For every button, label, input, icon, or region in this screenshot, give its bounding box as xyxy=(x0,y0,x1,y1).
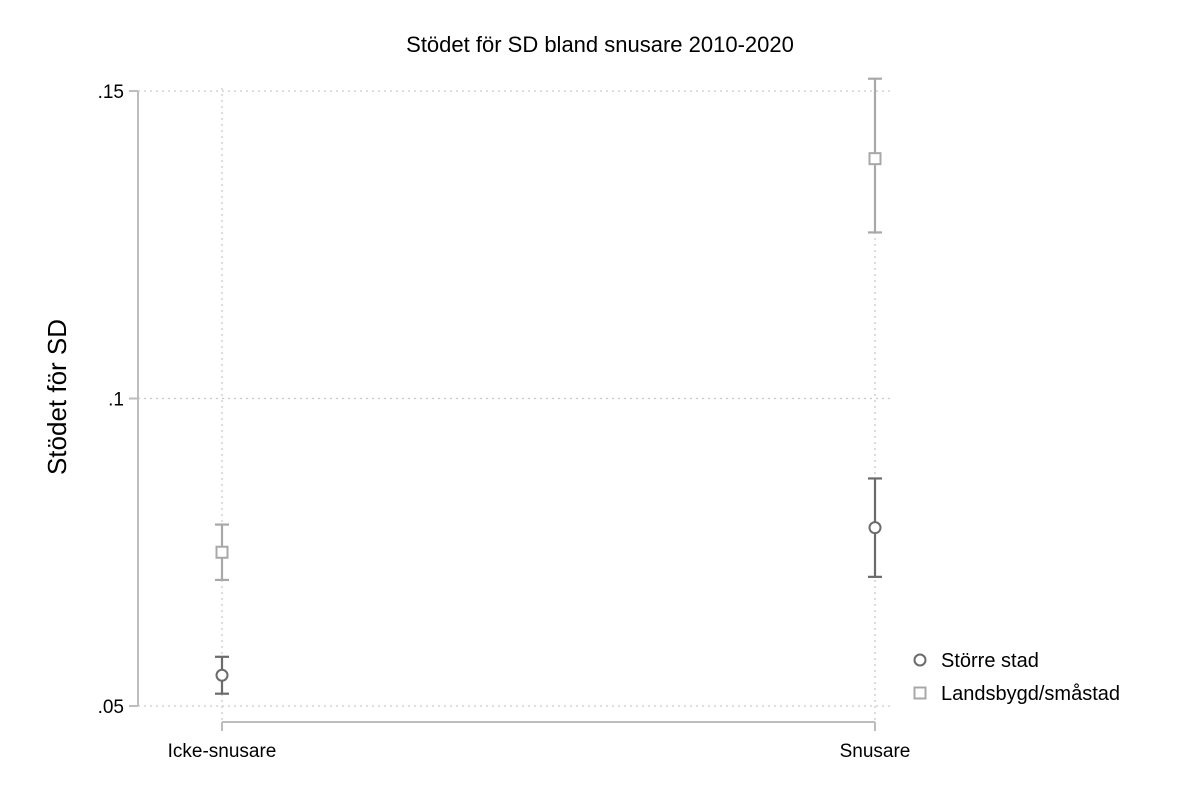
data-point xyxy=(868,521,882,535)
data-point xyxy=(215,545,229,559)
legend-marker xyxy=(913,686,927,700)
axes-layer: .05 .1 .15 Icke-snusare Snusare xyxy=(98,82,911,762)
legend-label: Landsbygd/småstad xyxy=(941,683,1120,705)
marks-layer xyxy=(215,77,882,695)
grid-layer xyxy=(138,88,890,722)
data-point xyxy=(868,152,882,166)
legend-marker xyxy=(913,653,927,667)
chart-title: Stödet för SD bland snusare 2010-2020 xyxy=(406,32,794,57)
y-axis-label: Stödet för SD xyxy=(42,319,72,475)
legend: Större stad Landsbygd/småstad xyxy=(913,650,1120,705)
data-point xyxy=(215,668,229,682)
y-tick-label: .1 xyxy=(108,390,124,411)
legend-label: Större stad xyxy=(941,650,1039,672)
y-tick-label: .15 xyxy=(98,82,124,103)
x-tick-label: Icke-snusare xyxy=(168,741,277,762)
x-tick-label: Snusare xyxy=(840,741,911,762)
y-tick-label: .05 xyxy=(98,697,124,718)
